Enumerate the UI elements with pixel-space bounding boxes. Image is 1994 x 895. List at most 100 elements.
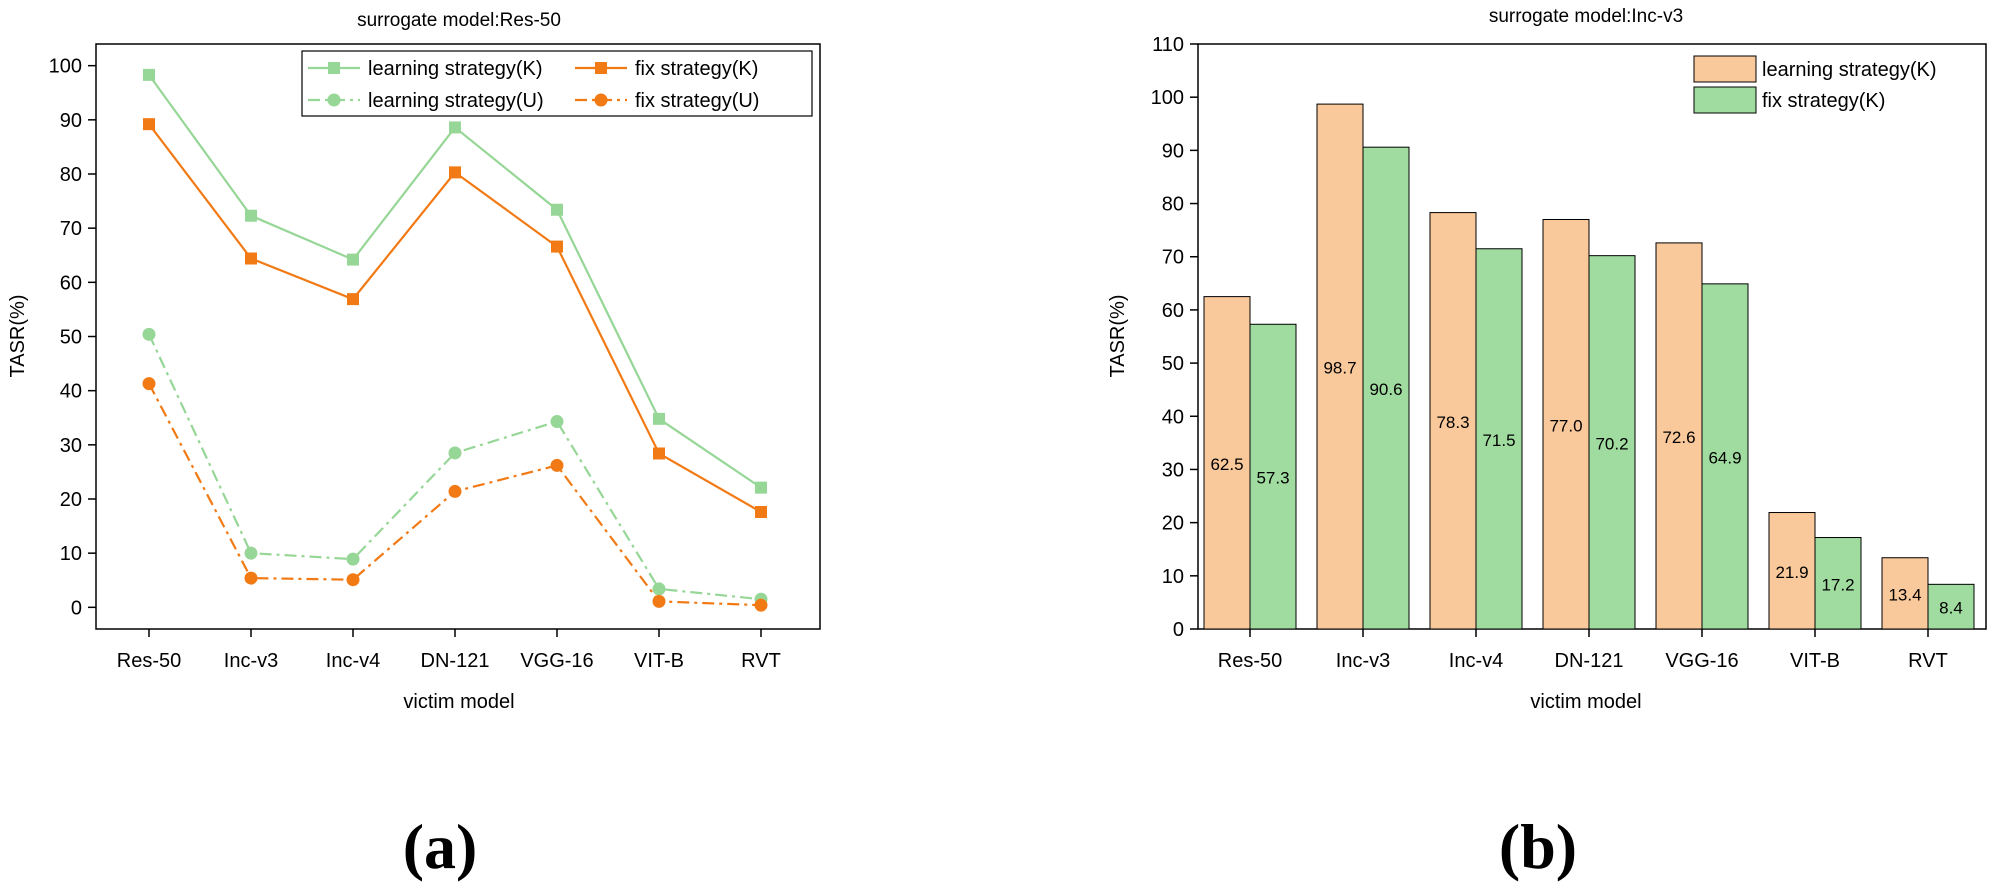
x-tick-label: Inc-v3: [224, 650, 278, 672]
series-group: [142, 68, 768, 612]
y-tick-label: 40: [60, 381, 82, 403]
legend-label: fix strategy(K): [635, 58, 758, 80]
x-tick-label: Inc-v3: [1336, 650, 1390, 672]
data-point: [653, 447, 665, 460]
bar: [1362, 146, 1410, 630]
bar-value-label: 21.9: [1775, 563, 1808, 582]
bar-value-label: 77.0: [1549, 416, 1582, 435]
legend-marker: [595, 62, 607, 74]
bar: [1475, 248, 1523, 630]
bar: [1588, 255, 1636, 630]
y-tick-label: 30: [60, 435, 82, 457]
y-axis: 0 10 20 30 40 50 60 70 80 90 100 110: [1151, 34, 1198, 641]
legend-swatch: [1693, 86, 1757, 114]
y-tick-label: 40: [1162, 406, 1184, 428]
x-tick-label: Inc-v4: [1449, 650, 1503, 672]
y-tick-label: 60: [1162, 300, 1184, 322]
y-axis-label: TASR(%): [7, 295, 29, 378]
bar-value-label: 71.5: [1482, 431, 1515, 450]
bar: [1203, 296, 1251, 630]
data-point: [244, 571, 258, 585]
legend: learning strategy(K) fix strategy(K) learn…: [301, 50, 813, 117]
data-point: [142, 377, 156, 391]
data-point: [550, 415, 564, 429]
bar: [1249, 323, 1297, 630]
legend-label: learning strategy(K): [368, 58, 543, 80]
legend-label: learning strategy(K): [1762, 59, 1937, 81]
x-tick-label: DN-121: [421, 650, 490, 672]
bar-value-label: 72.6: [1662, 428, 1695, 447]
bar: [1881, 557, 1929, 630]
y-tick-label: 30: [1162, 459, 1184, 481]
x-axis-label: victim model: [1530, 691, 1641, 713]
data-point: [245, 252, 257, 265]
x-tick-label: VGG-16: [1665, 650, 1738, 672]
x-tick-label: RVT: [741, 650, 781, 672]
data-point: [346, 552, 360, 566]
data-point: [142, 327, 156, 341]
bar-value-label: 90.6: [1369, 380, 1402, 399]
y-tick-label: 60: [60, 272, 82, 294]
y-tick-label: 100: [1151, 87, 1184, 109]
bar-chart-panel: surrogate model:Inc-v3 0 10 20 30 40 50 60 70 80…: [1107, 6, 1987, 882]
series-line: [148, 333, 762, 601]
data-point: [551, 203, 563, 216]
x-tick-label: Res-50: [117, 650, 181, 672]
legend-marker: [328, 62, 340, 74]
legend-swatch: [1693, 55, 1757, 83]
y-tick-label: 0: [1173, 619, 1184, 641]
x-tick-label: Res-50: [1218, 650, 1282, 672]
x-axis-label: victim model: [403, 691, 514, 713]
bar-value-label: 13.4: [1888, 585, 1921, 604]
series-line: [148, 74, 762, 489]
legend-label: fix strategy(U): [635, 90, 759, 112]
bar-value-label: 98.7: [1323, 359, 1356, 378]
y-tick-label: 0: [71, 597, 82, 619]
y-tick-label: 80: [1162, 194, 1184, 216]
bar: [1814, 537, 1862, 630]
data-point: [550, 458, 564, 472]
panel-label: (b): [1499, 811, 1577, 882]
data-point: [449, 121, 461, 134]
y-tick-label: 10: [1162, 566, 1184, 588]
bar-value-label: 62.5: [1210, 455, 1243, 474]
y-tick-label: 90: [60, 110, 82, 132]
x-tick-label: VGG-16: [520, 650, 593, 672]
data-point: [449, 166, 461, 179]
y-axis: 0 10 20 30 40 50 60 70 80 90 100: [49, 56, 96, 619]
bar: [1655, 242, 1703, 630]
y-tick-label: 70: [60, 218, 82, 240]
bar: [1429, 212, 1477, 630]
x-axis: Res-50 Inc-v3 Inc-v4 DN-121 VGG-16 VIT-B RVT: [1218, 629, 1948, 672]
y-tick-label: 20: [1162, 513, 1184, 535]
data-point: [143, 68, 155, 81]
y-tick-label: 50: [60, 327, 82, 349]
legend-label: fix strategy(K): [1762, 90, 1885, 112]
bar: [1316, 103, 1364, 630]
line-chart-panel: surrogate model:Res-50 0 10 20 30 40 50 60 70 80…: [7, 10, 821, 882]
panel-label: (a): [403, 811, 478, 882]
x-axis: Res-50 Inc-v3 Inc-v4 DN-121 VGG-16 VIT-B RVT: [117, 629, 781, 672]
y-tick-label: 110: [1152, 34, 1184, 56]
y-tick-label: 20: [60, 489, 82, 511]
y-tick-label: 80: [60, 164, 82, 186]
bar-value-label: 8.4: [1939, 599, 1963, 618]
y-tick-label: 90: [1162, 140, 1184, 162]
x-tick-label: DN-121: [1555, 650, 1624, 672]
data-point: [245, 209, 257, 222]
legend-marker: [594, 93, 608, 107]
data-point: [347, 293, 359, 306]
legend-marker: [327, 93, 341, 107]
data-point: [244, 546, 258, 560]
data-point: [346, 573, 360, 587]
bar-value-label: 78.3: [1436, 413, 1469, 432]
bars-group: 62.5 98.7 78.3 77.0 72.6 21.9 13.4 57.3 90.6 71.5…: [1203, 103, 1975, 630]
bar-value-label: 70.2: [1595, 434, 1628, 453]
x-tick-label: VIT-B: [1790, 650, 1840, 672]
legend-label: learning strategy(U): [368, 90, 544, 112]
data-point: [653, 412, 665, 425]
bar-value-label: 17.2: [1821, 575, 1854, 594]
data-point: [755, 481, 767, 494]
chart-title: surrogate model:Inc-v3: [1489, 6, 1683, 27]
data-point: [754, 598, 768, 612]
